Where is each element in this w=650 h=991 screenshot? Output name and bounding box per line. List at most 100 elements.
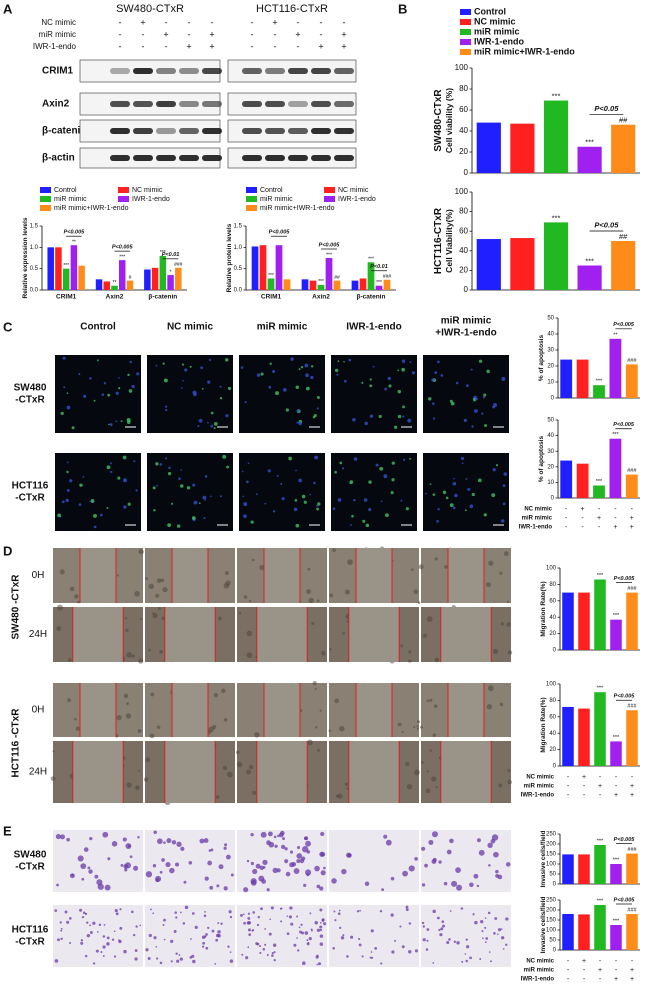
blot-band bbox=[242, 128, 262, 134]
cell-dot bbox=[207, 380, 211, 384]
cell-texture bbox=[419, 725, 423, 729]
condition-sign: + bbox=[613, 524, 617, 531]
stained-cell bbox=[211, 929, 215, 933]
column-header: Control bbox=[80, 322, 116, 333]
stained-cell bbox=[453, 940, 457, 944]
cell-texture bbox=[50, 776, 56, 781]
stained-cell bbox=[381, 888, 385, 892]
cell-dot bbox=[63, 386, 66, 389]
stained-cell bbox=[173, 930, 177, 933]
cell-dot bbox=[455, 381, 459, 385]
stained-cell bbox=[422, 925, 426, 928]
cell-texture bbox=[332, 548, 336, 553]
stained-cell bbox=[153, 936, 157, 940]
bar bbox=[626, 853, 638, 884]
stained-cell bbox=[501, 936, 505, 940]
cell-dot bbox=[176, 524, 181, 528]
bar bbox=[576, 463, 589, 498]
cell-texture bbox=[307, 739, 313, 746]
stained-cell bbox=[497, 928, 502, 932]
cell-dot bbox=[82, 475, 85, 478]
stained-cell bbox=[229, 951, 232, 953]
significance-label: ### bbox=[627, 586, 637, 592]
condition-sign: - bbox=[583, 976, 586, 983]
condition-sign: + bbox=[582, 958, 586, 965]
stained-cell bbox=[414, 857, 418, 861]
stained-cell bbox=[129, 855, 133, 859]
cell-dot bbox=[397, 389, 402, 394]
stained-cell bbox=[350, 935, 354, 939]
stained-cell bbox=[438, 928, 441, 932]
stained-cell bbox=[149, 908, 152, 911]
cell-dot bbox=[181, 363, 185, 366]
cell-texture bbox=[236, 750, 240, 755]
stained-cell bbox=[289, 906, 293, 910]
bar bbox=[103, 281, 111, 290]
stained-cell bbox=[104, 884, 111, 891]
significance-label: *** bbox=[613, 613, 620, 619]
cell-texture bbox=[56, 626, 62, 631]
condition-sign: - bbox=[614, 506, 617, 513]
condition-sign: - bbox=[567, 792, 570, 799]
bar bbox=[625, 364, 638, 398]
stained-cell bbox=[296, 845, 301, 850]
cell-dot bbox=[179, 484, 184, 488]
cell-texture bbox=[144, 577, 149, 581]
stained-cell bbox=[170, 960, 173, 963]
y-tick-label: 100 bbox=[546, 928, 557, 934]
blot-band bbox=[156, 101, 176, 107]
blot-band bbox=[179, 68, 199, 74]
condition-sign: - bbox=[142, 41, 145, 51]
stained-cell bbox=[284, 859, 289, 864]
cell-texture bbox=[116, 715, 122, 721]
cell-dot bbox=[213, 422, 218, 426]
cell-dot bbox=[369, 378, 372, 381]
cell-texture bbox=[162, 586, 168, 593]
wound-gap bbox=[348, 607, 400, 662]
blot-band bbox=[179, 155, 199, 161]
cell-dot bbox=[207, 421, 209, 424]
stained-cell bbox=[449, 838, 454, 844]
cell-dot bbox=[109, 423, 113, 426]
cell-texture bbox=[67, 698, 72, 703]
cell-texture bbox=[314, 726, 318, 729]
cell-dot bbox=[109, 462, 112, 465]
panel-letter: D bbox=[3, 543, 12, 558]
cell-dot bbox=[343, 360, 345, 363]
condition-sign: + bbox=[630, 792, 634, 799]
cell-dot bbox=[152, 486, 156, 490]
cell-dot bbox=[225, 414, 229, 418]
stained-cell bbox=[280, 920, 283, 923]
stained-cell bbox=[279, 907, 283, 910]
group-label: SW480 -CTxR bbox=[11, 574, 22, 640]
stained-cell bbox=[339, 926, 342, 929]
legend-swatch bbox=[324, 187, 335, 193]
fluorescence-image bbox=[147, 453, 233, 531]
significance-label: *** bbox=[612, 432, 619, 438]
cell-dot bbox=[296, 421, 299, 424]
stained-cell bbox=[66, 837, 70, 842]
cell-texture bbox=[426, 770, 429, 773]
y-tick-label: 10 bbox=[547, 480, 554, 486]
cell-dot bbox=[155, 462, 159, 466]
significance-label: ## bbox=[619, 232, 628, 241]
stained-cell bbox=[331, 878, 337, 884]
stained-cell bbox=[256, 942, 260, 946]
cell-dot bbox=[491, 493, 496, 498]
stained-cell bbox=[476, 838, 481, 843]
significance-label: *** bbox=[552, 213, 561, 222]
group-label: HCT116 -CTxR bbox=[11, 708, 22, 778]
legend-label: NC mimic bbox=[338, 187, 369, 194]
cell-dot bbox=[352, 417, 356, 422]
blot-band bbox=[288, 155, 308, 161]
stained-cell bbox=[169, 867, 175, 874]
cell-dot bbox=[83, 394, 87, 398]
cell-dot bbox=[295, 523, 300, 528]
stained-cell bbox=[273, 951, 276, 954]
stained-cell bbox=[461, 960, 464, 963]
stained-cell bbox=[227, 945, 230, 948]
cell-dot bbox=[118, 377, 120, 379]
cell-texture bbox=[337, 793, 343, 799]
blot-band bbox=[311, 128, 331, 134]
bar bbox=[543, 100, 569, 173]
